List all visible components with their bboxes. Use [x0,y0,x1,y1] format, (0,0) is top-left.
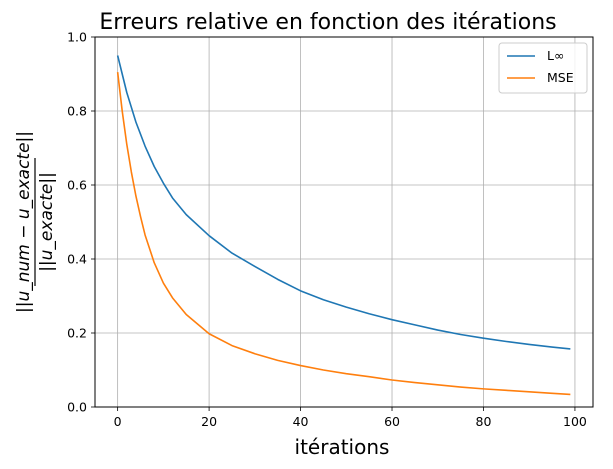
grid [95,36,593,408]
y-tick-label: 0.4 [67,252,87,267]
y-axis-label-denominator: ||u_exacte|| [37,172,57,272]
x-tick-label: 60 [384,414,400,429]
x-axis-label: itérations [295,435,390,459]
x-tick-label: 40 [293,414,309,429]
legend-box [498,42,588,94]
x-tick-label: 0 [114,414,122,429]
y-tick-label: 0.6 [67,178,87,193]
y-tick-label: 1.0 [67,30,87,45]
axes-frame [94,36,594,408]
y-tick-label: 0.0 [67,400,87,415]
series-lines [116,55,571,396]
legend: L∞ MSE [498,42,588,94]
y-tick-label: 0.8 [67,104,87,119]
ticks: 0 20 40 60 80 100 0.0 0.2 0.4 0.6 0.8 1.0 [67,30,587,430]
y-tick-label: 0.2 [67,326,87,341]
y-axis-label-numerator: ||u_num − u_exacte|| [14,131,34,313]
series-line-linf [116,55,571,350]
chart-title: Erreurs relative en fonction des itérati… [99,10,556,35]
legend-label-linf: L∞ [547,48,564,63]
x-tick-label: 100 [563,414,587,429]
y-axis-label: ||u_num − u_exacte|| ||u_exacte|| [14,131,57,313]
legend-label-mse: MSE [547,70,574,85]
x-tick-label: 20 [201,414,217,429]
series-line-mse [116,72,571,396]
x-tick-label: 80 [476,414,492,429]
